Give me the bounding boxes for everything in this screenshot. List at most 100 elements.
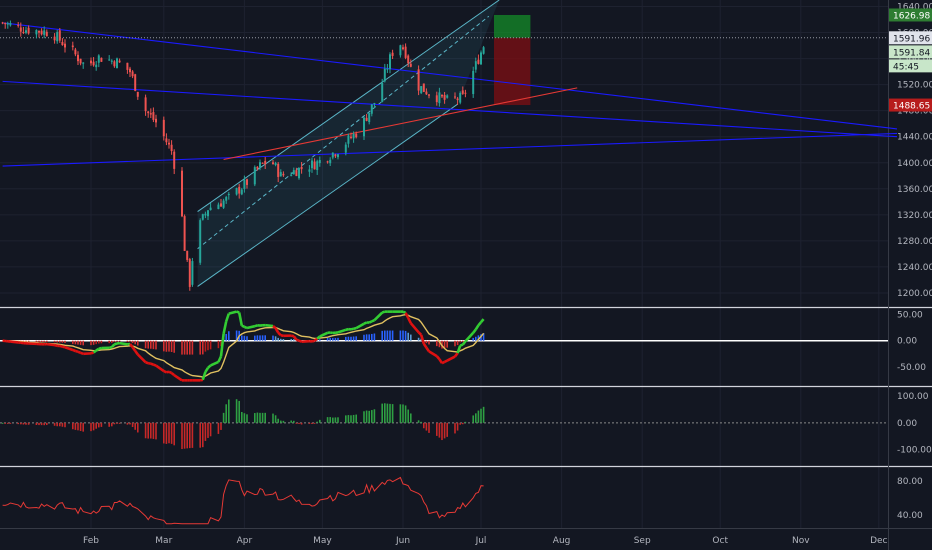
osc-hist-104	[381, 330, 383, 341]
candle-body-49	[181, 170, 183, 217]
histogram-bar-35	[129, 422, 131, 425]
oscillator-line-seg-83	[298, 339, 303, 343]
oscillator-line-seg-119	[428, 350, 438, 358]
oscillator-line-seg-75	[272, 325, 277, 330]
candle-body-1	[4, 22, 7, 25]
candle-body-10	[38, 30, 40, 33]
candle-body-29	[108, 59, 111, 61]
hist-tick-label-0: 100.00	[897, 392, 929, 402]
osc-hist-101	[368, 334, 370, 341]
histogram-bar-88	[319, 419, 321, 423]
histogram-bar-92	[334, 417, 337, 423]
osc-hist-119	[436, 340, 438, 347]
osc-hist-7	[25, 340, 27, 342]
candle-body-52	[188, 259, 191, 287]
time-label-jun: Jun	[395, 536, 410, 546]
candle-body-28	[100, 57, 103, 62]
oscillator-line-seg-39	[136, 353, 147, 364]
histogram-bar-27	[98, 422, 100, 428]
histogram-bar-127	[462, 422, 464, 425]
osc-hist-33	[118, 340, 121, 342]
histogram-bar-50	[183, 422, 186, 449]
oscillator-line-seg-81	[292, 335, 298, 341]
candle-body-3	[9, 23, 12, 26]
osc-hist-100	[365, 334, 368, 341]
histogram-bar-78	[282, 420, 285, 423]
oscillator-line-seg-47	[168, 370, 173, 375]
candle-body-71	[259, 162, 261, 168]
time-label-feb: Feb	[83, 536, 99, 546]
oscillator-line-seg-128	[461, 340, 467, 346]
osc-hist-17	[61, 340, 64, 343]
oscillator-line-seg-132	[477, 321, 482, 327]
histogram-bar-3	[9, 422, 12, 424]
histogram-bar-40	[147, 422, 149, 439]
candle-body-99	[363, 117, 365, 137]
osc-hist-47	[170, 340, 173, 352]
histogram-bar-75	[274, 415, 277, 423]
histogram-bar-57	[207, 422, 209, 438]
histogram-bar-38	[137, 422, 139, 433]
candle-body-53	[191, 261, 194, 285]
candle-body-85	[311, 160, 313, 169]
osc-hist-124	[454, 340, 456, 347]
oscillator-line-seg-63	[224, 313, 231, 322]
histogram-bar-112	[407, 409, 409, 423]
candle-body-46	[168, 142, 170, 145]
osc-hist-27	[98, 340, 100, 344]
oscillator-line-seg-64	[228, 310, 237, 315]
osc-hist-8	[27, 340, 30, 342]
oscillator-line-seg-25	[90, 351, 95, 355]
osc-hist-94	[345, 336, 347, 341]
histogram-bar-123	[446, 422, 448, 437]
histogram-bar-19	[72, 422, 74, 430]
candle-body-20	[74, 49, 77, 55]
osc-tick-label-2: -50.00	[897, 363, 926, 373]
osc-hist-79	[290, 338, 292, 341]
candle-body-131	[477, 59, 480, 64]
osc-hist-91	[332, 338, 334, 341]
histogram-bar-52	[189, 422, 191, 449]
oscillator-line-seg-27	[95, 347, 100, 352]
histogram-bar-68	[246, 414, 248, 423]
oscillator-line-seg-103	[371, 318, 375, 323]
oscillator-line-seg-115	[417, 331, 423, 336]
candle-body-119	[435, 95, 438, 103]
osc-hist-88	[319, 339, 321, 341]
osc-hist-102	[371, 333, 373, 341]
candle-body-82	[298, 167, 300, 179]
osc-hist-41	[150, 340, 152, 349]
histogram-bar-80	[293, 420, 295, 423]
candle-body-4	[17, 24, 20, 26]
candle-body-43	[155, 118, 157, 123]
histogram-bar-60	[220, 422, 222, 430]
histogram-bar-99	[363, 411, 365, 423]
histogram-bar-116	[423, 422, 425, 429]
candle-body-13	[45, 31, 48, 37]
osc-hist-95	[347, 336, 350, 341]
candle-body-55	[201, 214, 204, 220]
osc-hist-24	[90, 340, 92, 346]
osc-hist-130	[475, 336, 477, 341]
oscillator-line-seg-127	[459, 343, 464, 347]
oscillator-line-seg-82	[295, 338, 300, 342]
price-tick-label-1: 1240.00	[897, 263, 932, 273]
oscillator-line-seg-36	[128, 343, 134, 349]
candle-body-78	[282, 173, 285, 176]
price-tick-label-8: 1520.00	[897, 81, 932, 91]
oscillator-line-seg-20	[72, 348, 76, 353]
candle-body-97	[352, 133, 355, 139]
oscillator-line-seg-124	[446, 355, 456, 362]
candle-body-45	[165, 138, 168, 143]
candle-body-106	[386, 68, 389, 70]
price-tick-label-3: 1320.00	[897, 211, 932, 221]
candle-body-121	[441, 94, 443, 97]
histogram-bar-104	[381, 403, 383, 423]
candle-body-7	[25, 30, 27, 33]
oscillator-line-seg-87	[313, 337, 318, 342]
histogram-bar-89	[326, 417, 329, 423]
histogram-bar-130	[475, 413, 477, 423]
channel-upper-line	[197, 0, 500, 213]
